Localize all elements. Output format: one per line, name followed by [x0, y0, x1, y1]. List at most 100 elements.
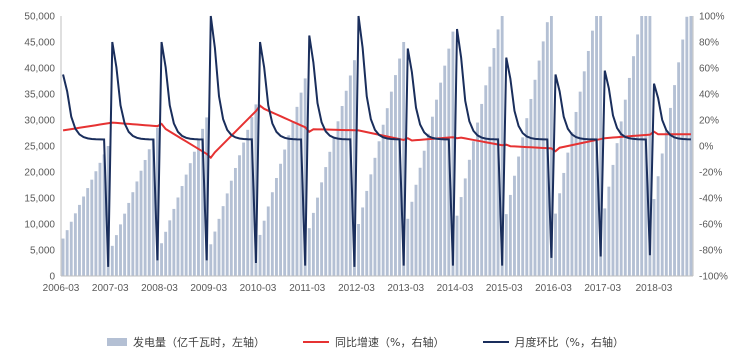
generation-bar: [303, 78, 307, 277]
left-axis-tick-label: 10,000: [24, 220, 55, 231]
generation-bar: [90, 179, 94, 276]
generation-bar: [143, 159, 147, 276]
generation-bar: [521, 137, 525, 276]
generation-bar: [94, 171, 98, 276]
generation-bar: [180, 186, 184, 276]
generation-bar: [389, 91, 393, 276]
generation-bar: [394, 75, 397, 276]
generation-bar: [311, 212, 315, 276]
left-axis-tick-label: 50,000: [24, 12, 55, 23]
generation-bar: [270, 192, 274, 276]
generation-bar: [238, 155, 241, 276]
mom-line-layer: [62, 15, 691, 267]
left-axis-tick-label: 20,000: [24, 168, 55, 179]
generation-bar: [295, 106, 299, 276]
generation-bar: [365, 190, 369, 276]
generation-bar: [291, 121, 295, 276]
generation-bar: [656, 176, 660, 276]
generation-bar: [316, 197, 319, 276]
x-axis-tick-label: 2018-03: [636, 283, 673, 294]
generation-bar: [623, 99, 627, 276]
generation-bar: [640, 16, 644, 276]
generation-bar: [119, 224, 122, 276]
generation-bar: [435, 99, 438, 276]
generation-bar: [615, 143, 619, 276]
x-axis-tick-label: 2014-03: [437, 283, 474, 294]
generation-bar: [164, 231, 168, 276]
generation-bar: [513, 175, 516, 276]
generation-bar: [562, 172, 566, 276]
x-axis-tick-label: 2010-03: [240, 283, 277, 294]
generation-bar: [418, 167, 422, 276]
generation-bar: [636, 34, 640, 276]
generation-bar: [377, 141, 381, 276]
generation-bar: [402, 42, 406, 276]
x-axis-tick-label: 2012-03: [338, 283, 375, 294]
generation-bar: [373, 157, 377, 276]
generation-bar: [78, 204, 81, 276]
generation-bar: [156, 127, 159, 276]
generation-bar: [176, 197, 180, 276]
generation-bar: [320, 182, 324, 276]
generation-bar: [69, 221, 73, 276]
generation-bar: [566, 152, 570, 276]
generation-bar: [517, 156, 521, 276]
generation-bar: [529, 98, 533, 277]
generation-bar: [673, 85, 676, 276]
generation-bar: [266, 206, 270, 276]
generation-bar: [197, 140, 200, 276]
generation-bar: [184, 174, 188, 276]
yoy-line-layer: [62, 104, 691, 160]
generation-bar: [275, 178, 278, 276]
generation-bar: [283, 149, 287, 276]
generation-bar: [139, 170, 143, 276]
generation-bar: [410, 201, 414, 276]
generation-bar: [114, 235, 118, 276]
generation-bar: [439, 82, 443, 277]
generation-bar: [627, 77, 631, 277]
generation-bar: [426, 133, 430, 276]
generation-bar: [299, 92, 303, 276]
generation-bar: [660, 153, 664, 276]
generation-bar: [607, 186, 611, 276]
mom-change-line: [62, 15, 691, 267]
generation-bar: [385, 108, 389, 277]
generation-bar: [213, 231, 217, 276]
generation-bar: [451, 31, 455, 276]
legend-item-mom: 月度环比（%，右轴）: [482, 334, 624, 350]
generation-bar: [422, 150, 426, 276]
generation-bar: [344, 90, 348, 277]
right-axis-tick-label: -80%: [699, 246, 722, 257]
generation-bar: [131, 192, 135, 276]
generation-bar: [332, 136, 336, 276]
generation-bar: [98, 162, 102, 276]
axes-layer: [60, 16, 694, 277]
generation-bar: [205, 117, 209, 277]
left-axis-tick-label: 45,000: [24, 38, 55, 49]
generation-bar: [221, 206, 225, 276]
generation-bar: [484, 85, 488, 276]
right-axis-tick-label: -20%: [699, 168, 722, 179]
generation-bar: [455, 215, 459, 276]
left-axis-tick-label: 40,000: [24, 64, 55, 75]
generation-bar: [361, 207, 365, 276]
generation-bar: [258, 234, 262, 276]
generation-bar: [106, 146, 110, 276]
generation-bar: [554, 213, 557, 276]
x-axis-tick-label: 2009-03: [190, 283, 227, 294]
right-axis-tick-label: -60%: [699, 220, 722, 231]
generation-bar: [443, 65, 447, 276]
bars-layer: [61, 16, 693, 277]
generation-bar: [685, 16, 689, 276]
generation-bar: [508, 194, 512, 276]
generation-bar: [254, 104, 258, 277]
generation-bar: [381, 124, 385, 276]
generation-bar: [340, 106, 344, 276]
generation-bar: [533, 79, 537, 277]
generation-bar: [357, 224, 360, 276]
x-axis-tick-label: 2016-03: [535, 283, 572, 294]
right-axis-tick-label: 60%: [699, 64, 719, 75]
legend-label-yoy: 同比增速（%，右轴）: [335, 336, 445, 349]
generation-bar: [492, 48, 496, 276]
